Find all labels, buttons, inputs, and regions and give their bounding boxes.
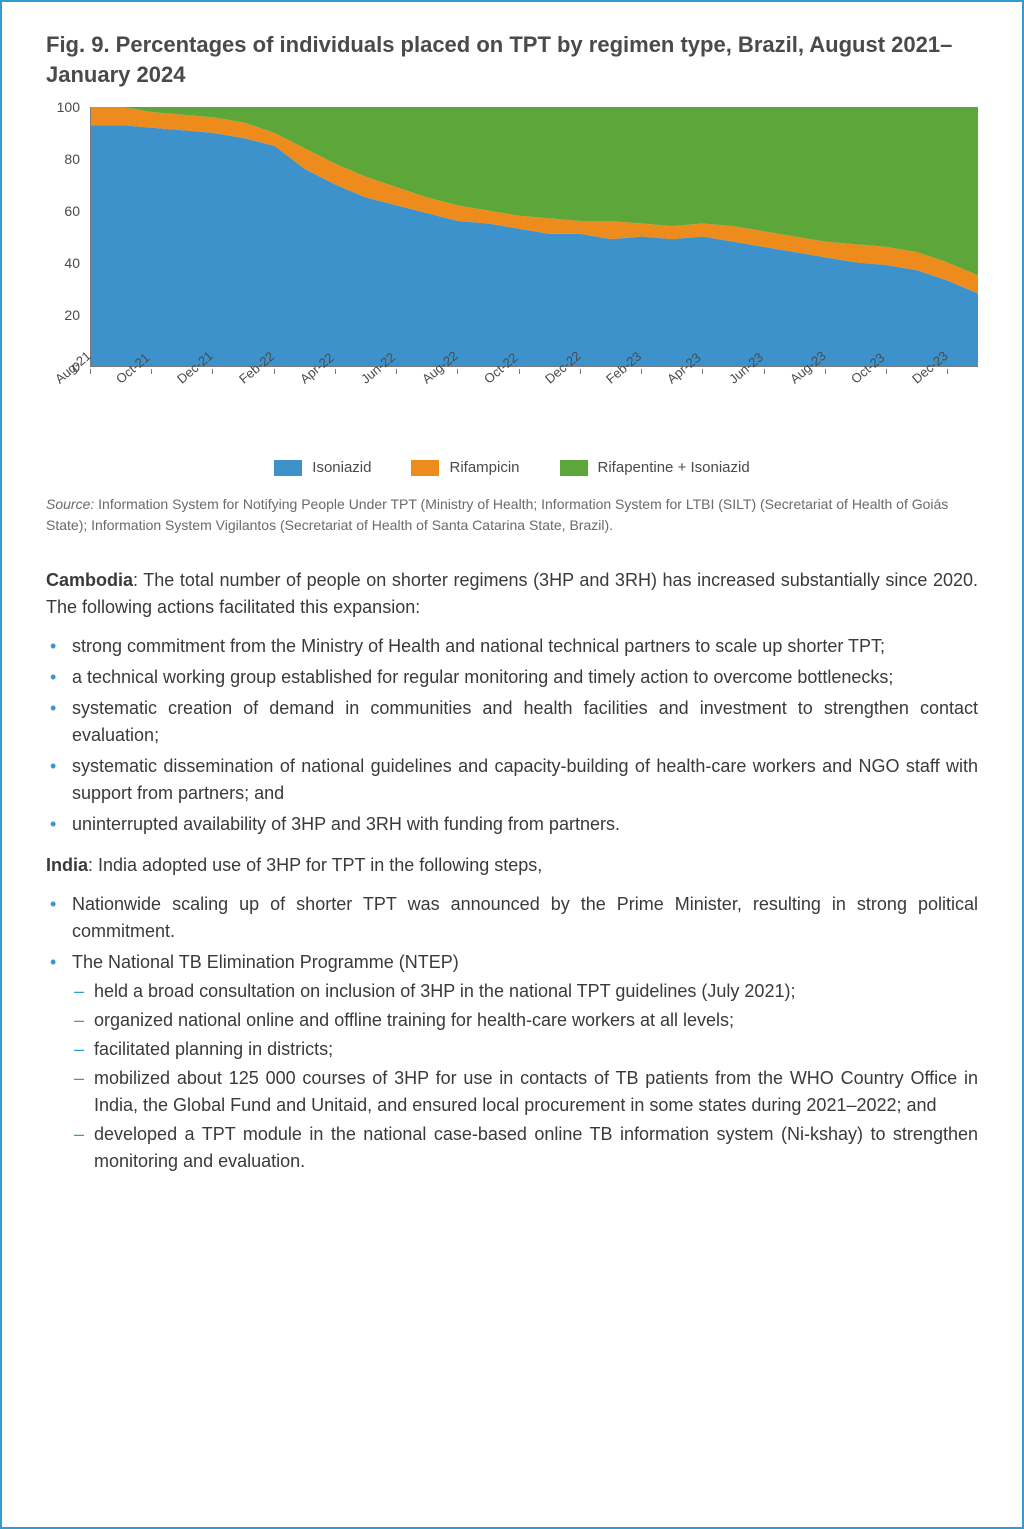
legend-label: Rifampicin	[449, 459, 519, 476]
chart-svg	[91, 107, 978, 366]
x-tick-mark	[90, 369, 91, 374]
x-tick-mark	[335, 369, 336, 374]
legend-item: Isoniazid	[274, 459, 371, 476]
sub-item: facilitated planning in districts;	[72, 1036, 978, 1063]
legend-item: Rifapentine + Isoniazid	[560, 459, 750, 476]
india-intro-text: : India adopted use of 3HP for TPT in th…	[88, 855, 542, 875]
legend-swatch	[560, 460, 588, 476]
x-tick-mark	[580, 369, 581, 374]
legend-item: Rifampicin	[411, 459, 519, 476]
source-label: Source:	[46, 496, 94, 512]
y-tick-label: 60	[46, 204, 86, 218]
country-india: India	[46, 855, 88, 875]
sub-item: organized national online and offline tr…	[72, 1007, 978, 1034]
sub-list: held a broad consultation on inclusion o…	[72, 978, 978, 1175]
y-tick-label: 20	[46, 308, 86, 322]
sub-item: held a broad consultation on inclusion o…	[72, 978, 978, 1005]
bullet-item: uninterrupted availability of 3HP and 3R…	[46, 811, 978, 838]
figure-title: Fig. 9. Percentages of individuals place…	[46, 30, 978, 89]
chart-legend: Isoniazid Rifampicin Rifapentine + Isoniaz…	[46, 459, 978, 476]
x-tick-mark	[396, 369, 397, 374]
x-tick-mark	[457, 369, 458, 374]
india-intro: India: India adopted use of 3HP for TPT …	[46, 852, 978, 879]
x-tick-mark	[274, 369, 275, 374]
legend-label: Rifapentine + Isoniazid	[598, 459, 750, 476]
y-tick-label: 40	[46, 256, 86, 270]
bullet-text: The National TB Elimination Programme (N…	[72, 952, 459, 972]
country-cambodia: Cambodia	[46, 570, 133, 590]
document-page: Fig. 9. Percentages of individuals place…	[0, 0, 1024, 1529]
x-tick-mark	[825, 369, 826, 374]
body-content: Cambodia: The total number of people on …	[46, 567, 978, 1175]
x-tick-mark	[151, 369, 152, 374]
cambodia-bullets: strong commitment from the Ministry of H…	[46, 633, 978, 838]
y-tick-label: 100	[46, 100, 86, 114]
source-text: Information System for Notifying People …	[46, 496, 948, 532]
figure-source: Source: Information System for Notifying…	[46, 494, 978, 535]
legend-label: Isoniazid	[312, 459, 371, 476]
bullet-item: a technical working group established fo…	[46, 664, 978, 691]
india-bullets: Nationwide scaling up of shorter TPT was…	[46, 891, 978, 1175]
x-tick-mark	[641, 369, 642, 374]
sub-item: mobilized about 125 000 courses of 3HP f…	[72, 1065, 978, 1119]
legend-swatch	[411, 460, 439, 476]
legend-swatch	[274, 460, 302, 476]
x-tick-mark	[764, 369, 765, 374]
x-tick-mark	[519, 369, 520, 374]
bullet-item: systematic creation of demand in communi…	[46, 695, 978, 749]
bullet-item: systematic dissemination of national gui…	[46, 753, 978, 807]
bullet-text: Nationwide scaling up of shorter TPT was…	[72, 894, 978, 941]
x-axis: Aug-21Oct-21Dec-21Feb-22Apr-22Jun-22Aug-…	[90, 369, 978, 415]
y-axis: 020406080100	[46, 107, 86, 367]
bullet-item: Nationwide scaling up of shorter TPT was…	[46, 891, 978, 945]
cambodia-intro-text: : The total number of people on shorter …	[46, 570, 978, 617]
cambodia-intro: Cambodia: The total number of people on …	[46, 567, 978, 621]
x-tick-mark	[212, 369, 213, 374]
y-tick-label: 80	[46, 152, 86, 166]
x-tick-mark	[702, 369, 703, 374]
plot-area	[90, 107, 978, 367]
sub-item: developed a TPT module in the national c…	[72, 1121, 978, 1175]
x-tick-mark	[947, 369, 948, 374]
stacked-area-chart: 020406080100 Aug-21Oct-21Dec-21Feb-22Apr…	[46, 107, 978, 417]
bullet-item: strong commitment from the Ministry of H…	[46, 633, 978, 660]
bullet-item: The National TB Elimination Programme (N…	[46, 949, 978, 1175]
x-tick-mark	[886, 369, 887, 374]
